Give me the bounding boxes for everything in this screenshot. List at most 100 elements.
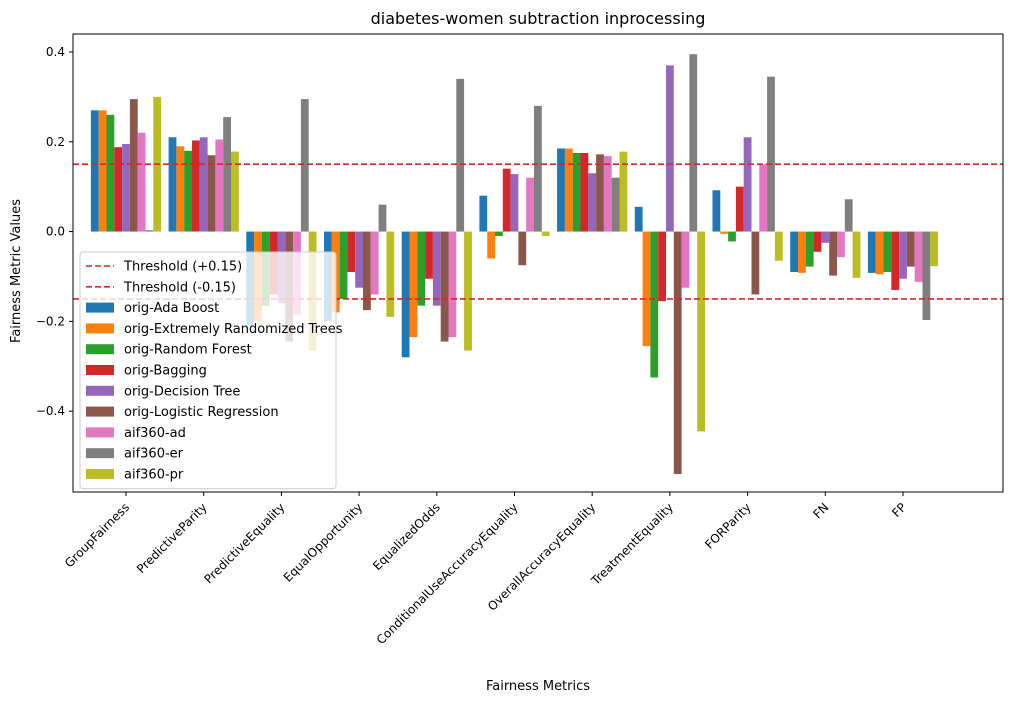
legend-label: orig-Logistic Regression [124, 405, 279, 420]
bar [813, 231, 822, 252]
bar [634, 206, 643, 232]
bar [192, 140, 200, 232]
bar [401, 231, 410, 358]
bar [891, 231, 900, 290]
bar [899, 231, 907, 279]
legend-label: Threshold (-0.15) [123, 280, 236, 295]
bar [122, 144, 130, 232]
legend-label: orig-Bagging [124, 364, 207, 379]
legend-swatch [86, 344, 114, 355]
bar [363, 231, 371, 311]
bar [378, 204, 387, 232]
legend-swatch [86, 469, 114, 479]
bar [611, 177, 620, 232]
bar [456, 78, 465, 232]
legend-swatch [86, 385, 114, 396]
x-tick-label: FP [889, 500, 909, 520]
legend-swatch [86, 448, 114, 459]
bar [697, 231, 705, 432]
bar [347, 231, 356, 272]
bar [526, 177, 534, 232]
bar [448, 231, 457, 338]
legend-label: aif360-er [124, 447, 184, 462]
x-tick-label: GroupFairness [62, 500, 132, 570]
bar [184, 150, 192, 232]
bar [464, 231, 472, 351]
y-axis-label: Fairness Metric Values [9, 199, 24, 343]
bar [774, 231, 783, 261]
bar [875, 231, 884, 275]
bar [207, 155, 216, 232]
bar [821, 231, 830, 243]
bar [844, 199, 853, 232]
bar [541, 231, 550, 237]
bar [90, 110, 99, 232]
bar [619, 151, 628, 232]
bar [518, 231, 527, 266]
bar [339, 231, 348, 299]
x-tick-label: FN [810, 500, 831, 521]
y-axis: −0.4 −0.2 0.0 0.2 0.4 [36, 45, 73, 418]
legend-swatch [86, 365, 114, 375]
bar [215, 139, 224, 232]
x-tick-label: TreatmentEquality [588, 500, 676, 588]
legend-label: aif360-pr [124, 468, 184, 483]
legend-label: Threshold (+0.15) [123, 260, 242, 275]
bar [534, 105, 542, 232]
bar [829, 231, 837, 276]
legend-label: orig-Random Forest [124, 343, 252, 358]
bar [588, 173, 597, 232]
bar [510, 174, 519, 232]
legend-label: orig-Ada Boost [124, 301, 219, 316]
bar [137, 132, 146, 232]
bar [580, 152, 589, 232]
bar [106, 114, 115, 232]
bar [596, 154, 604, 232]
plot-frame [72, 33, 1004, 493]
bar [223, 117, 231, 232]
bar [231, 151, 239, 232]
bar [176, 146, 185, 232]
x-tick-label: PredictiveParity [134, 500, 210, 576]
bar [906, 231, 915, 267]
bar [798, 231, 806, 273]
bar [432, 231, 441, 306]
legend-label: aif360-ad [124, 426, 186, 441]
legend: Threshold (+0.15) Threshold (-0.15) orig-A… [79, 251, 343, 490]
bar [572, 152, 581, 232]
bar [689, 54, 698, 232]
bar [852, 231, 861, 278]
chart-title: diabetes-women subtraction inprocessing [371, 9, 706, 28]
legend-label: orig-Decision Tree [124, 384, 240, 399]
legend-swatch [86, 323, 114, 334]
bar [300, 99, 309, 232]
bar [867, 231, 876, 273]
bar [145, 230, 154, 232]
bar [805, 231, 814, 267]
bar [681, 231, 690, 288]
bar [168, 137, 177, 232]
bar [658, 231, 666, 302]
bar [837, 231, 845, 258]
bar [114, 147, 123, 232]
bar [922, 231, 931, 321]
bar [666, 65, 674, 232]
bar [712, 190, 721, 232]
bar [735, 186, 744, 232]
bar [673, 231, 682, 475]
bar [386, 231, 395, 317]
bar [767, 76, 775, 232]
bar [409, 231, 418, 338]
bar [355, 231, 363, 288]
bar [743, 137, 752, 232]
bar [642, 231, 651, 347]
bar [487, 231, 495, 259]
x-tick-label: FORParity [702, 500, 753, 551]
bar [98, 110, 107, 232]
legend-box [79, 251, 337, 490]
legend-swatch [86, 302, 114, 313]
bar [790, 231, 798, 272]
legend-swatch [86, 427, 114, 438]
bar [495, 231, 503, 237]
bar [728, 231, 736, 242]
